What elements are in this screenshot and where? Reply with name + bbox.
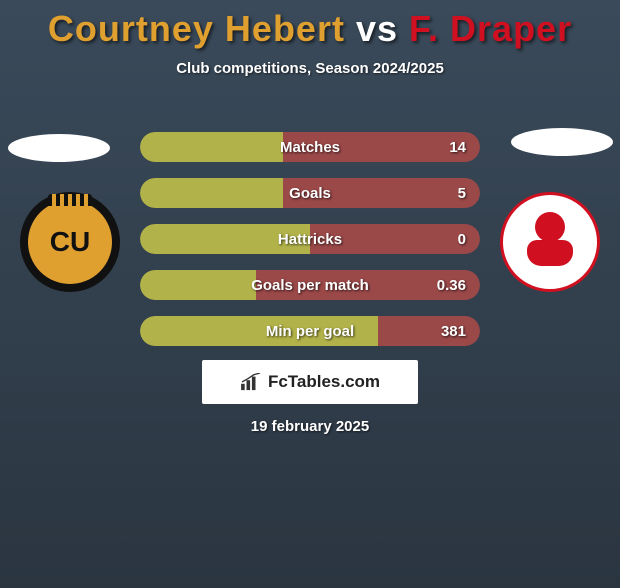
stat-label: Goals per match <box>140 277 480 294</box>
crest-left-text: CU <box>50 226 90 258</box>
stat-value: 0 <box>458 231 466 248</box>
stat-value: 5 <box>458 185 466 202</box>
stat-value: 14 <box>449 139 466 156</box>
comparison-title: Courtney Hebert vs F. Draper <box>0 8 620 50</box>
player2-name: F. Draper <box>409 8 572 49</box>
club-crest-right <box>500 192 600 292</box>
club-crest-left: CU <box>20 192 120 292</box>
player2-avatar-placeholder <box>511 128 613 156</box>
player1-avatar-placeholder <box>8 134 110 162</box>
stat-row: Min per goal381 <box>140 316 480 346</box>
stat-label: Matches <box>140 139 480 156</box>
crest-right-badge <box>500 192 600 292</box>
stat-row: Matches14 <box>140 132 480 162</box>
stat-row: Goals per match0.36 <box>140 270 480 300</box>
crest-left-badge: CU <box>20 192 120 292</box>
stat-value: 381 <box>441 323 466 340</box>
player1-name: Courtney Hebert <box>48 8 345 49</box>
stat-value: 0.36 <box>437 277 466 294</box>
imp-icon <box>525 212 575 272</box>
snapshot-date: 19 february 2025 <box>0 418 620 435</box>
stat-row: Hattricks0 <box>140 224 480 254</box>
chart-icon <box>240 373 262 391</box>
logo-text: FcTables.com <box>268 372 380 392</box>
stats-panel: Matches14 Goals5 Hattricks0 Goals per match… <box>140 132 480 362</box>
vs-text: vs <box>356 8 398 49</box>
stat-label: Hattricks <box>140 231 480 248</box>
stat-label: Min per goal <box>140 323 480 340</box>
stat-label: Goals <box>140 185 480 202</box>
stat-row: Goals5 <box>140 178 480 208</box>
fctables-logo: FcTables.com <box>202 360 418 404</box>
subtitle: Club competitions, Season 2024/2025 <box>0 60 620 77</box>
